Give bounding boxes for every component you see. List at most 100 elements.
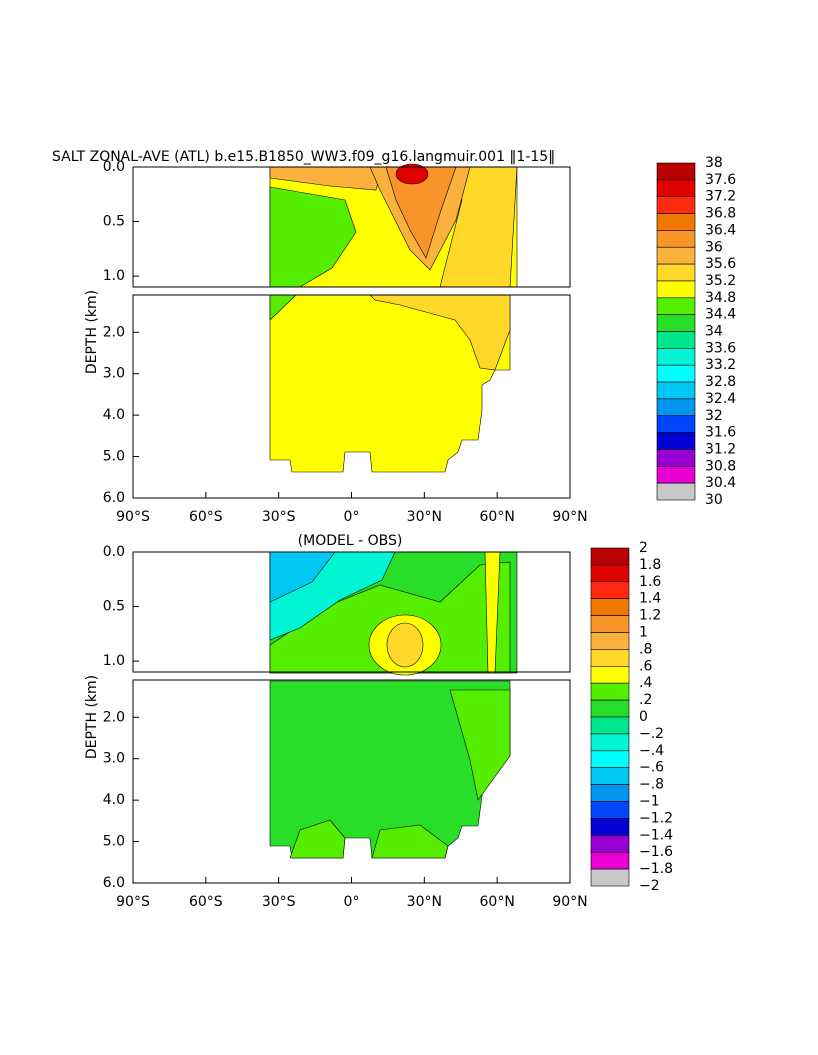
x-tick-label: 0° bbox=[344, 509, 360, 525]
colorbar-band bbox=[590, 547, 630, 566]
colorbar-band bbox=[590, 564, 630, 583]
contour-region bbox=[395, 163, 429, 185]
y-axis-label: DEPTH (km) bbox=[84, 675, 100, 759]
x-tick-label: 90°N bbox=[552, 509, 587, 525]
colorbar-label: 1.2 bbox=[639, 608, 661, 624]
colorbar-band bbox=[656, 246, 696, 265]
x-tick-label: 60°S bbox=[189, 894, 223, 910]
colorbar-label: 32.8 bbox=[705, 374, 736, 390]
colorbar-band bbox=[590, 716, 630, 735]
x-tick-label: 30°S bbox=[262, 509, 296, 525]
colorbar-label: 33.2 bbox=[705, 357, 736, 373]
contour-region bbox=[369, 294, 511, 371]
colorbar-label: 34.4 bbox=[705, 307, 736, 323]
colorbar-label: .2 bbox=[639, 692, 652, 708]
colorbar-band bbox=[656, 364, 696, 383]
y-tick-label: 0.0 bbox=[103, 544, 125, 560]
colorbar-band bbox=[590, 767, 630, 785]
colorbar-band bbox=[656, 449, 696, 467]
colorbar-label: 2 bbox=[639, 540, 648, 556]
x-tick-label: 60°S bbox=[189, 509, 223, 525]
y-tick-label: 0.5 bbox=[103, 599, 125, 615]
contour-region bbox=[289, 819, 449, 859]
x-tick-label: 0° bbox=[344, 894, 360, 910]
y-tick-label: 2.0 bbox=[103, 709, 125, 725]
colorbar-label: 30.8 bbox=[705, 458, 736, 474]
colorbar-band bbox=[590, 750, 630, 768]
colorbar-band bbox=[590, 598, 630, 616]
colorbar-label: 37.2 bbox=[705, 189, 736, 205]
colorbar-label: −.2 bbox=[639, 726, 664, 742]
colorbar-label: 30 bbox=[705, 492, 723, 508]
y-tick-label: 0.5 bbox=[103, 214, 125, 230]
colorbar-band bbox=[656, 196, 696, 214]
y-tick-label: 6.0 bbox=[103, 490, 125, 506]
colorbar-label: −.4 bbox=[639, 743, 664, 759]
colorbar-band bbox=[656, 280, 696, 299]
colorbar-band bbox=[590, 615, 630, 633]
contour-region bbox=[269, 294, 511, 473]
colorbar-band bbox=[656, 213, 696, 231]
colorbar-label: 34 bbox=[705, 324, 723, 340]
colorbar-label: −.8 bbox=[639, 777, 664, 793]
y-tick-label: 0.0 bbox=[103, 159, 125, 175]
y-tick-label: 2.0 bbox=[103, 324, 125, 340]
colorbar-label: 33.6 bbox=[705, 340, 736, 356]
colorbar-label: 1.4 bbox=[639, 591, 661, 607]
colorbar-label: 35.6 bbox=[705, 256, 736, 272]
colorbar-band bbox=[656, 230, 696, 248]
colorbar-band bbox=[590, 581, 630, 599]
colorbar-label: 31.2 bbox=[705, 441, 736, 457]
colorbar-band bbox=[656, 432, 696, 450]
colorbar-band bbox=[656, 465, 696, 484]
colorbar-label: 35.2 bbox=[705, 273, 736, 289]
colorbar-label: 32 bbox=[705, 408, 723, 424]
colorbar-band bbox=[656, 415, 696, 433]
y-tick-label: 4.0 bbox=[103, 792, 125, 808]
y-axis-label: DEPTH (km) bbox=[84, 290, 100, 374]
colorbar-band bbox=[656, 348, 696, 366]
colorbar-label: 34.8 bbox=[705, 290, 736, 306]
colorbar-band bbox=[656, 398, 696, 417]
y-tick-label: 1.0 bbox=[103, 268, 125, 284]
colorbar-band bbox=[656, 314, 696, 332]
contour-field bbox=[269, 163, 518, 859]
colorbar-band bbox=[590, 699, 630, 718]
colorbar-band bbox=[656, 297, 696, 315]
colorbar-label: 37.6 bbox=[705, 172, 736, 188]
colorbar-label: 1 bbox=[639, 625, 648, 641]
colorbar-label: −1.2 bbox=[639, 810, 673, 826]
colorbar-band bbox=[590, 801, 630, 819]
colorbar-band bbox=[590, 868, 630, 887]
y-tick-label: 3.0 bbox=[103, 751, 125, 767]
colorbar-band bbox=[590, 649, 630, 667]
colorbar-label: −1.6 bbox=[639, 844, 673, 860]
y-tick-label: 5.0 bbox=[103, 834, 125, 850]
x-tick-label: 30°N bbox=[407, 894, 442, 910]
colorbar-label: 38 bbox=[705, 155, 723, 171]
colorbar-label: 36 bbox=[705, 239, 723, 255]
colorbar-band bbox=[656, 162, 696, 181]
y-tick-label: 3.0 bbox=[103, 366, 125, 382]
colorbar-band bbox=[656, 179, 696, 198]
colorbar-label: .4 bbox=[639, 675, 652, 691]
y-tick-label: 1.0 bbox=[103, 653, 125, 669]
colorbar-label: 36.8 bbox=[705, 206, 736, 222]
colorbar-band bbox=[590, 665, 630, 684]
colorbar-band bbox=[656, 331, 696, 349]
x-tick-label: 90°S bbox=[116, 894, 150, 910]
colorbar-band bbox=[656, 263, 696, 282]
y-tick-label: 5.0 bbox=[103, 449, 125, 465]
colorbar-label: 31.6 bbox=[705, 425, 736, 441]
x-tick-label: 30°S bbox=[262, 894, 296, 910]
colorbar-band bbox=[590, 632, 630, 650]
colorbar-label: 0 bbox=[639, 709, 648, 725]
colorbar-label: .8 bbox=[639, 641, 652, 657]
colorbar-band bbox=[590, 733, 630, 752]
colorbar-label: 1.6 bbox=[639, 574, 661, 590]
colorbar-label: 1.8 bbox=[639, 557, 661, 573]
chart-title: (MODEL - OBS) bbox=[298, 533, 403, 549]
colorbar-label: 30.4 bbox=[705, 475, 736, 491]
x-tick-label: 30°N bbox=[407, 509, 442, 525]
